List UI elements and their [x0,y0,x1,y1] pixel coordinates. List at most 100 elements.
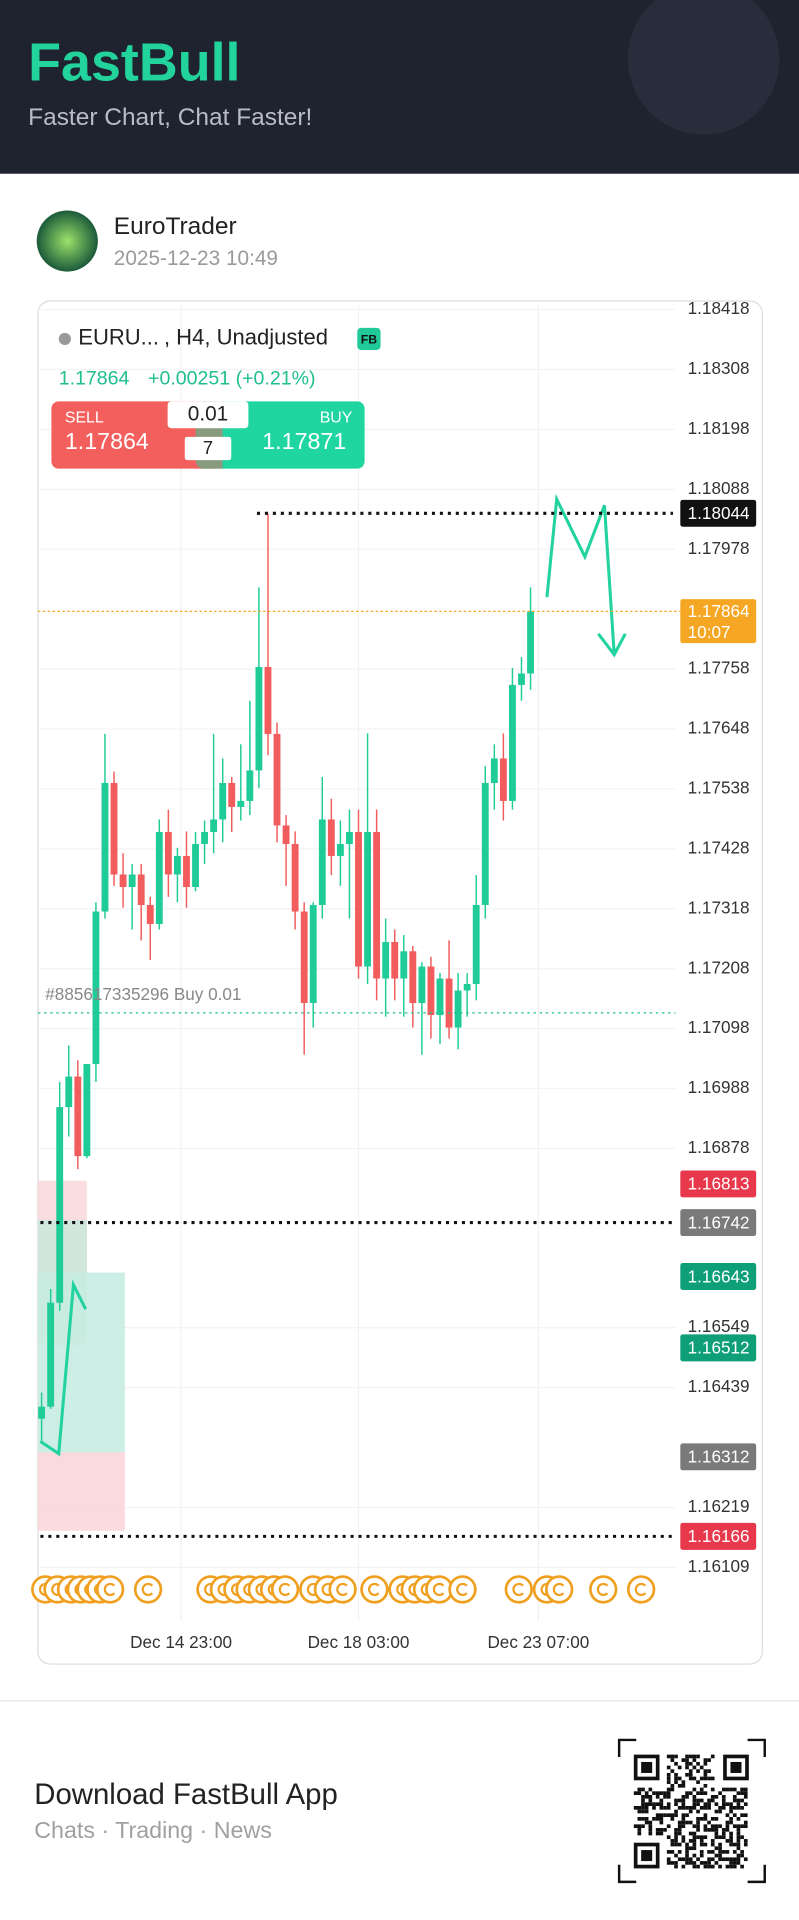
qr-module [681,1813,686,1818]
qr-module [670,1783,675,1788]
qr-module [707,1769,711,1773]
user-name: EuroTrader [114,213,237,240]
y-tick-label: 1.16988 [688,1077,750,1097]
candle-body [400,951,408,979]
buy-price: 1.17871 [262,428,346,454]
candle-body [373,831,381,979]
y-tick-label: 1.16549 [688,1316,750,1336]
qr-module [666,1850,671,1854]
candle-body [101,782,109,912]
qr-module [736,1824,741,1829]
current-tag [680,599,757,644]
x-tick-label: Dec 23 07:00 [487,1632,589,1652]
qr-module [688,1761,693,1766]
qr-module [743,1802,748,1807]
price-tag [680,1334,757,1362]
qr-module [641,1809,645,1814]
event-icon-glyph [634,1582,647,1596]
qr-module [666,1861,671,1865]
candle-body [436,978,444,1016]
qr-module [641,1824,645,1829]
footer-subtitle: Chats · Trading · News [34,1817,272,1843]
qr-module [685,1758,689,1762]
candle-body [300,911,308,1004]
candle-body [192,843,199,888]
candle-body [382,942,390,979]
count: 7 [203,437,213,458]
event-icon-glyph [141,1582,154,1596]
qr-module [696,1824,700,1829]
qr-module [732,1794,737,1799]
position-loss-2 [37,1452,125,1531]
y-tick-label: 1.17098 [688,1017,750,1037]
qr-module [670,1787,675,1792]
qr-module [641,1817,645,1821]
last-price: 1.17864 [59,367,130,389]
event-icon-glyph [432,1582,445,1596]
qr-module [707,1802,711,1807]
qr-module [721,1787,726,1792]
qr-module [732,1850,737,1854]
qr-finder-core [641,1850,653,1862]
qr-module [732,1806,737,1810]
lots: 0.01 [188,402,228,425]
qr-module [681,1802,686,1807]
qr-module [729,1857,733,1862]
qr-module [736,1791,741,1795]
price-tag-label: 1.16813 [688,1174,750,1194]
qr-module [670,1850,675,1854]
qr-module [685,1857,689,1862]
qr-module [655,1831,660,1836]
qr-module [692,1861,697,1865]
candle-body [47,1302,55,1407]
brand-title: FastBull [28,32,240,92]
qr-module [659,1831,664,1836]
qr-module [677,1820,682,1825]
candle-body [246,770,254,801]
price-tag-label: 1.16166 [688,1526,750,1546]
qr-module [692,1787,697,1792]
qr-module [703,1769,708,1773]
qr-module [692,1765,697,1770]
qr-module [685,1861,689,1865]
qr-module [699,1850,704,1854]
qr-module [655,1817,660,1821]
qr-module [681,1798,686,1803]
post-time: 2025-12-23 10:49 [114,247,278,270]
qr-module [648,1798,653,1803]
badge-bg [357,327,381,350]
qr-module [703,1861,708,1865]
y-tick-label: 1.16109 [688,1556,750,1576]
event-icon [425,1575,454,1604]
candle-body [219,782,227,820]
qr-module [718,1842,722,1847]
qr-module [674,1809,678,1814]
qr-module [696,1761,700,1766]
qr-module [685,1765,689,1770]
qr-module [692,1754,697,1759]
qr-module [666,1754,671,1759]
qr-module [692,1864,697,1869]
y-tick-label: 1.17978 [688,538,750,558]
candle-body [155,831,163,925]
qr-module [743,1813,748,1818]
qr-module [699,1776,704,1781]
sell-price: 1.17864 [65,428,149,454]
qr-module [677,1798,682,1803]
y-tick-label: 1.17758 [688,658,750,678]
qr-module [655,1813,660,1818]
event-icon-glyph [278,1582,291,1596]
count-box [184,436,232,461]
qr-module [677,1776,682,1781]
qr-module [685,1853,689,1858]
qr-module [699,1817,704,1821]
qr-module [685,1772,689,1777]
symbol-meta: , H4, Unadjusted [164,325,328,350]
qr-module [659,1802,664,1807]
qr-module [688,1772,693,1777]
price-tag-label: 1.16742 [688,1212,750,1232]
lots-box[interactable] [167,401,249,429]
candle-body [327,819,335,856]
candle-body [210,819,218,832]
qr-module [743,1842,748,1847]
